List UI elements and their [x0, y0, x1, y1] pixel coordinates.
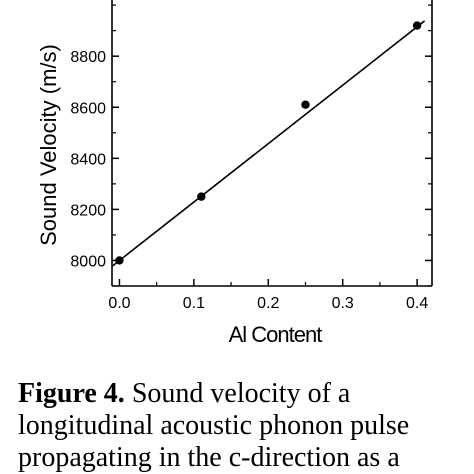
- ticks: 0.0 0.1 0.2 0.3 0.4 8000 8200 8400 8600 8800: [70, 4, 432, 312]
- data-point: [412, 21, 422, 30]
- y-tick-label: 8200: [70, 202, 106, 219]
- caption-text: Sound velocity of a longitudinal acousti…: [18, 378, 410, 473]
- marks: [111, 20, 426, 267]
- x-tick-label: 0.0: [108, 295, 130, 312]
- y-tick-label: 8400: [70, 151, 106, 168]
- y-axis-label: Sound Velocity (m/s): [36, 44, 61, 246]
- y-tick-label: 8000: [70, 253, 106, 270]
- x-axis-label: Al Content: [229, 322, 323, 347]
- data-point: [301, 100, 310, 109]
- x-tick-label: 0.1: [183, 295, 205, 312]
- y-tick-label: 8600: [70, 100, 106, 117]
- x-tick-label: 0.4: [406, 295, 428, 312]
- axes: [111, 0, 433, 287]
- data-point: [197, 192, 206, 201]
- fit-line: [111, 20, 426, 267]
- chart: 0.0 0.1 0.2 0.3 0.4 8000 8200 8400 8600 8800 Al C…: [36, 0, 433, 347]
- x-tick-label: 0.3: [332, 295, 354, 312]
- y-tick-label: 8800: [70, 49, 106, 66]
- caption-label: Figure 4.: [18, 378, 125, 409]
- data-point: [115, 256, 124, 265]
- figure-caption: Figure 4. Sound velocity of a longitudin…: [18, 378, 468, 474]
- x-tick-label: 0.2: [257, 295, 279, 312]
